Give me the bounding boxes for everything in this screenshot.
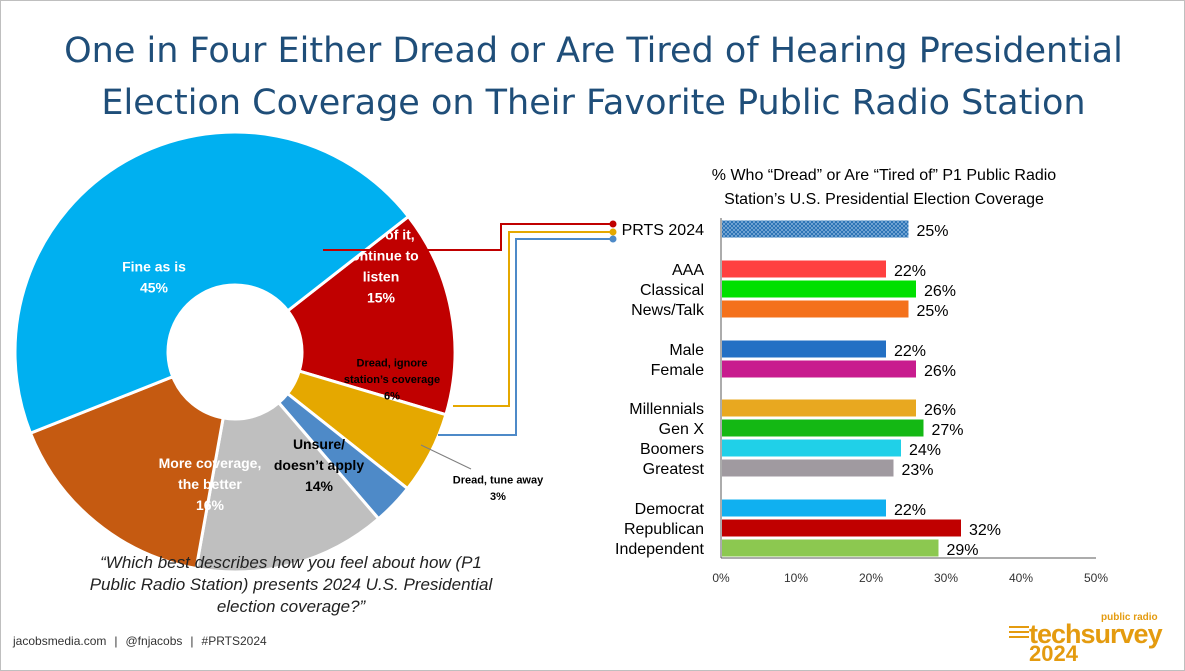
bar-chart-title: % Who “Dread” or Are “Tired of” P1 Publi… (712, 167, 1057, 208)
donut-slice (28, 374, 225, 571)
bar (722, 220, 909, 238)
bar-value-label: 26% (924, 283, 956, 300)
bar (722, 519, 961, 537)
bar-category-label: Democrat (635, 501, 705, 518)
bar (722, 459, 894, 477)
x-tick-label: 50% (1084, 571, 1108, 585)
logo-main-text: techsurvey (1029, 619, 1163, 649)
x-tick-label: 0% (712, 571, 730, 585)
logo-speed-lines (1009, 626, 1029, 641)
logo-small-text: public radio (1101, 612, 1158, 623)
connector-lines (323, 220, 617, 436)
footer-handle: @fnjacobs (125, 634, 183, 648)
bar-value-label: 32% (969, 522, 1001, 539)
x-tick-label: 30% (934, 571, 958, 585)
bar-value-label: 22% (894, 343, 926, 360)
bar-category-label: Millennials (629, 401, 704, 418)
bar (722, 280, 916, 298)
leader-line (420, 444, 472, 470)
bar-category-label: Republican (624, 521, 704, 538)
bar-category-label: AAA (672, 262, 704, 279)
bar-value-label: 22% (894, 502, 926, 519)
bar-category-label: Greatest (643, 461, 705, 478)
donut-slice (285, 214, 457, 417)
footer-site: jacobsmedia.com (13, 634, 107, 648)
donut-slice (194, 400, 381, 574)
survey-question: “Which best describes how you feel about… (89, 553, 493, 616)
bar-category-label: Boomers (640, 441, 704, 458)
donut-slice (13, 130, 411, 436)
bar-category-label: Male (669, 342, 704, 359)
bar (722, 539, 939, 557)
x-tick-label: 40% (1009, 571, 1033, 585)
bar (722, 300, 909, 318)
bar-category-label: Classical (640, 282, 704, 299)
donut-slice-label: Dread, ignore station’s coverage 6% (344, 357, 440, 402)
bar (722, 419, 924, 437)
x-tick-label: 20% (859, 571, 883, 585)
connector-dot (609, 228, 617, 236)
title-line-2: Election Coverage on Their Favorite Publ… (101, 83, 1086, 123)
bar-chart: % Who “Dread” or Are “Tired of” P1 Publi… (615, 167, 1108, 585)
footer-tag: #PRTS2024 (201, 634, 267, 648)
connector-dot (609, 220, 617, 228)
bar (722, 260, 886, 278)
connector-line (323, 223, 613, 251)
bar-category-label: Independent (615, 541, 705, 558)
title-line-1: One in Four Either Dread or Are Tired of… (64, 31, 1123, 71)
page-title: One in Four Either Dread or Are Tired of… (21, 25, 1166, 129)
bar-value-label: 23% (902, 462, 934, 479)
bar (722, 399, 916, 417)
bar-category-label: Female (651, 362, 704, 379)
connector-line (453, 231, 613, 407)
bar (722, 360, 916, 378)
bar-category-label: News/Talk (631, 302, 705, 319)
donut-slice-label: Fine as is 45% (122, 258, 186, 295)
bar-value-label: 22% (894, 263, 926, 280)
bar-value-label: 25% (917, 223, 949, 240)
bar-value-label: 24% (909, 442, 941, 459)
x-tick-label: 10% (784, 571, 808, 585)
footer: jacobsmedia.com | @fnjacobs | #PRTS2024 (13, 634, 267, 648)
connector-dot (609, 235, 617, 243)
bar-value-label: 26% (924, 363, 956, 380)
bar-value-label: 29% (947, 542, 979, 559)
techsurvey-logo: public radio techsurvey 2024 (1009, 612, 1169, 666)
bar-value-label: 26% (924, 402, 956, 419)
bar (722, 499, 886, 517)
bar-category-label: Gen X (659, 421, 705, 438)
donut-slice-label: Unsure/doesn’t apply 14% (274, 436, 364, 494)
bar (722, 340, 886, 358)
bar (722, 439, 901, 457)
donut-slice-label: Dread, tune away 3% (453, 475, 544, 504)
logo-year: 2024 (1029, 641, 1078, 666)
bar-category-label: PRTS 2024 (622, 222, 705, 239)
connector-line (438, 238, 613, 436)
donut-slice-label: More coverage, the better 16% (159, 455, 262, 513)
bar-value-label: 25% (917, 303, 949, 320)
bar-value-label: 27% (932, 422, 964, 439)
